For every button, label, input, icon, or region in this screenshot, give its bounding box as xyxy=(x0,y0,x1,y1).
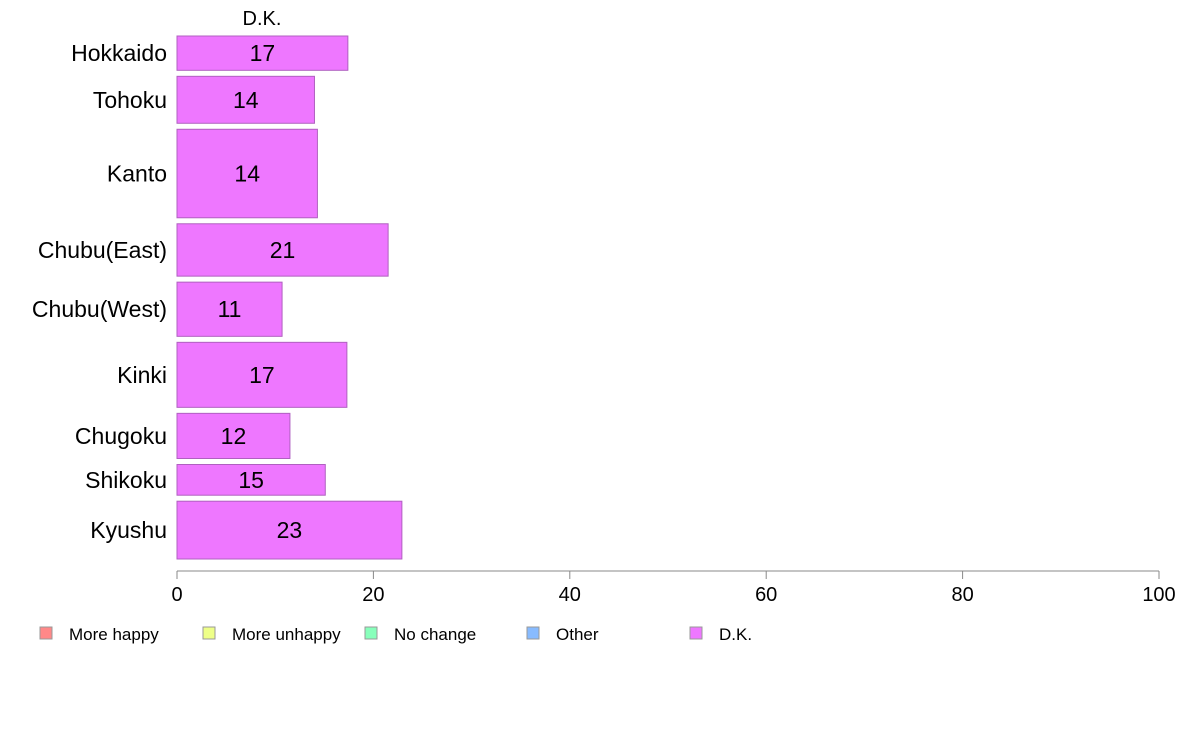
bar xyxy=(176,75,315,124)
category-label: Hokkaido xyxy=(71,40,167,66)
category-label: Chubu(East) xyxy=(38,237,167,263)
x-axis: 0 20 40 60 80 100 xyxy=(171,570,1176,606)
legend-swatch xyxy=(526,626,540,640)
legend-swatch xyxy=(689,626,703,640)
legend-swatch xyxy=(39,626,53,640)
category-label: Kanto xyxy=(107,161,167,187)
bar xyxy=(176,223,389,277)
bar-value-label: 15 xyxy=(238,467,264,493)
legend-label: More unhappy xyxy=(232,625,341,644)
bar-labels: 17 14 14 21 11 17 12 15 23 xyxy=(218,40,303,543)
x-tick-label: 60 xyxy=(755,584,777,606)
legend-swatch xyxy=(364,626,378,640)
bar-value-label: 14 xyxy=(234,161,260,187)
bars xyxy=(176,35,403,560)
plot-area: D.K. Hokkaido Tohoku Kanto Chubu(East) Chubu… xyxy=(32,8,1176,606)
legend-label: No change xyxy=(394,625,476,644)
x-tick-label: 80 xyxy=(951,584,973,606)
legend-label: D.K. xyxy=(719,625,752,644)
x-tick-label: 100 xyxy=(1142,584,1175,606)
category-labels: Hokkaido Tohoku Kanto Chubu(East) Chubu(West… xyxy=(32,40,167,543)
category-label: Chugoku xyxy=(75,423,167,449)
category-label: Kinki xyxy=(117,362,167,388)
category-label: Kyushu xyxy=(90,517,167,543)
legend-swatch xyxy=(202,626,216,640)
bar-value-label: 23 xyxy=(277,517,303,543)
column-title: D.K. xyxy=(243,8,282,30)
bar xyxy=(176,341,348,408)
bar xyxy=(176,281,283,337)
bar xyxy=(176,128,318,219)
category-label: Shikoku xyxy=(85,467,167,493)
bar-value-label: 17 xyxy=(250,40,276,66)
bar xyxy=(176,35,349,71)
bar-value-label: 12 xyxy=(221,423,247,449)
bar-value-label: 11 xyxy=(218,296,242,322)
bar-value-label: 17 xyxy=(249,362,275,388)
legend-label: More happy xyxy=(69,625,159,644)
x-tick-label: 40 xyxy=(559,584,581,606)
bar xyxy=(176,500,403,560)
category-label: Chubu(West) xyxy=(32,296,167,322)
bar-value-label: 21 xyxy=(270,237,296,263)
bar-value-label: 14 xyxy=(233,87,259,113)
category-label: Tohoku xyxy=(93,87,167,113)
x-tick-label: 0 xyxy=(171,584,182,606)
legend-label: Other xyxy=(556,625,599,644)
bar xyxy=(176,412,291,460)
legend: More happy More unhappy No change Other D.K. xyxy=(39,625,752,644)
x-tick-label: 20 xyxy=(362,584,384,606)
bar xyxy=(176,464,326,496)
